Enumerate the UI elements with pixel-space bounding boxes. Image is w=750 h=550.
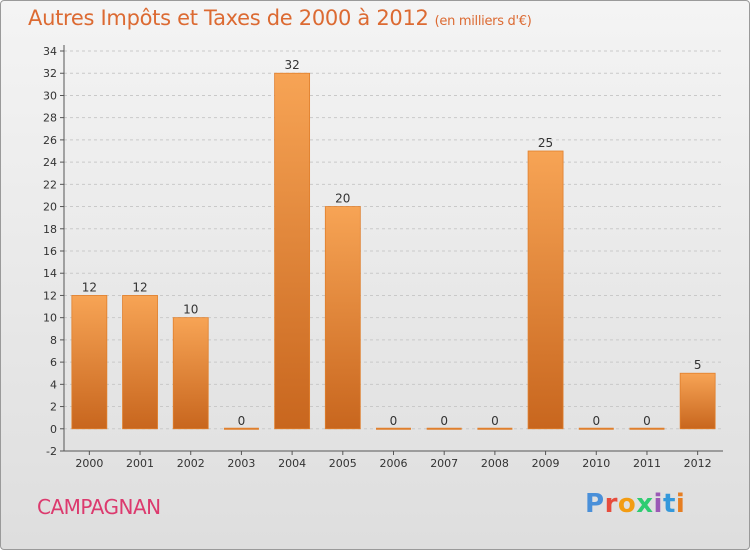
y-tick-label: 12 [43,289,57,302]
data-label-2006: 0 [390,414,398,428]
y-tick-label: 10 [43,312,57,325]
data-label-2011: 0 [643,414,651,428]
bar-2004 [274,72,311,430]
chart-subtitle: (en milliers d'€) [434,14,532,29]
y-tick-label: 14 [43,267,57,280]
commune-name: CAMPAGNAN [37,495,161,519]
x-tick-label-2005: 2005 [329,457,357,470]
logo-letter: i [675,489,686,519]
x-tick-label-2008: 2008 [481,457,509,470]
x-tick-label-2004: 2004 [278,457,306,470]
y-tick-label: 6 [50,356,57,369]
x-tick-label-2012: 2012 [684,457,712,470]
data-label-2009: 25 [538,136,553,150]
x-tick-label-2010: 2010 [582,457,610,470]
bar-2000 [71,295,108,430]
y-tick-label: 2 [50,401,57,414]
y-tick-label: 22 [43,178,57,191]
bar-2005 [324,206,361,430]
data-label-2008: 0 [491,414,499,428]
data-label-2001: 12 [132,280,147,294]
y-tick-label: 28 [43,112,57,125]
bar-2009 [527,150,564,430]
x-tick-label-2011: 2011 [633,457,661,470]
x-tick-label-2006: 2006 [380,457,408,470]
data-label-2012: 5 [694,358,702,372]
y-tick-label: 30 [43,89,57,102]
data-label-2007: 0 [440,414,448,428]
logo-letter: P [585,489,605,519]
bar-2012 [679,372,716,430]
y-tick-label: 32 [43,67,57,80]
data-label-2010: 0 [592,414,600,428]
data-label-2004: 32 [284,58,299,72]
x-tick-label-2001: 2001 [126,457,154,470]
data-label-2002: 10 [183,303,198,317]
data-label-2005: 20 [335,192,350,206]
y-tick-label: 18 [43,223,57,236]
data-label-2003: 0 [238,414,246,428]
x-tick-label-2007: 2007 [430,457,458,470]
y-tick-label: -2 [46,445,57,458]
x-tick-label-2009: 2009 [532,457,560,470]
y-tick-label: 8 [50,334,57,347]
y-tick-label: 0 [50,423,57,436]
bar-2002 [172,317,209,430]
y-tick-label: 24 [43,156,57,169]
data-label-2000: 12 [82,280,97,294]
x-tick-label-2003: 2003 [227,457,255,470]
y-tick-label: 16 [43,245,57,258]
y-tick-label: 20 [43,201,57,214]
x-tick-label-2002: 2002 [177,457,205,470]
x-tick-label-2000: 2000 [75,457,103,470]
y-tick-label: 26 [43,134,57,147]
proxiti-logo: Proxiti [585,489,685,519]
y-tick-label: 34 [43,45,57,58]
logo-letter: t [662,489,676,519]
y-tick-label: 4 [50,378,57,391]
logo-letter: r [604,489,618,519]
chart-title: Autres Impôts et Taxes de 2000 à 2012 (en… [28,6,532,30]
logo-letter: x [636,489,654,519]
logo-letter: i [653,489,663,519]
bar-2001 [122,295,158,430]
logo-letter: o [617,489,637,519]
